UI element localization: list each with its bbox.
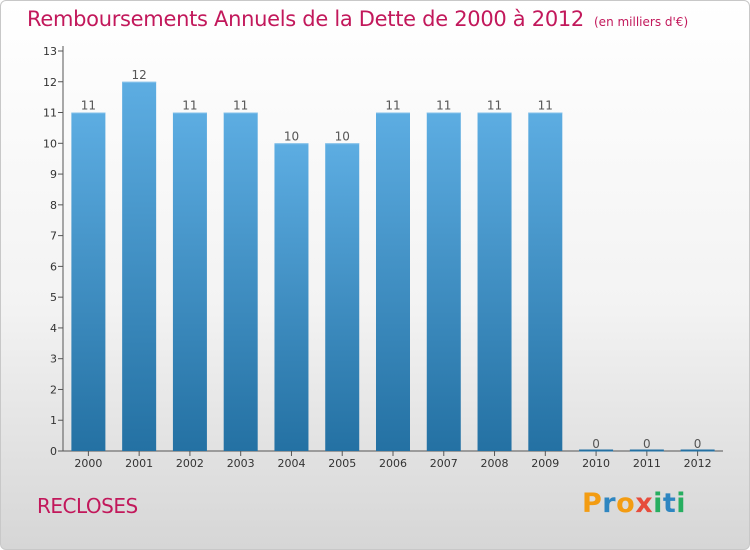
data-label: 11 (233, 99, 248, 113)
y-tick-label: 7 (50, 230, 57, 243)
bar (528, 112, 563, 452)
y-tick-label: 10 (43, 137, 57, 150)
data-label: 12 (132, 68, 147, 82)
x-tick-label: 2007 (430, 457, 458, 470)
data-label: 10 (335, 129, 350, 143)
y-tick-label: 13 (43, 45, 57, 58)
y-tick-label: 9 (50, 168, 57, 181)
logo-letter: i (676, 488, 687, 519)
y-tick-label: 3 (50, 353, 57, 366)
x-tick-label: 2001 (125, 457, 153, 470)
logo-letter: i (653, 488, 663, 519)
x-tick-label: 2004 (277, 457, 305, 470)
data-label: 11 (436, 99, 451, 113)
bar (477, 112, 512, 452)
chart-unit: (en milliers d'€) (594, 15, 689, 29)
y-tick-label: 4 (50, 322, 57, 335)
logo-letter: t (662, 488, 677, 519)
data-label: 11 (487, 99, 502, 113)
logo-letter: r (602, 488, 617, 519)
data-label: 0 (694, 437, 702, 451)
y-tick-label: 12 (43, 76, 57, 89)
x-tick-label: 2008 (481, 457, 509, 470)
logo-letter: o (616, 488, 636, 519)
data-label: 11 (81, 99, 96, 113)
x-tick-label: 2011 (633, 457, 661, 470)
bar (172, 112, 207, 452)
data-label: 0 (592, 437, 600, 451)
bar (274, 143, 309, 452)
bar (426, 112, 461, 452)
x-tick-label: 2012 (684, 457, 712, 470)
chart-title-text: Remboursements Annuels de la Dette de 20… (27, 7, 584, 31)
logo-letter: x (635, 488, 654, 519)
y-tick-label: 1 (50, 414, 57, 427)
y-tick-label: 5 (50, 291, 57, 304)
bar (122, 81, 157, 452)
data-label: 0 (643, 437, 651, 451)
x-tick-label: 2000 (74, 457, 102, 470)
x-tick-label: 2003 (227, 457, 255, 470)
logo-letter: P (582, 488, 603, 519)
bar (325, 143, 360, 452)
x-tick-label: 2006 (379, 457, 407, 470)
data-label: 11 (538, 99, 553, 113)
y-tick-label: 2 (50, 383, 57, 396)
bar (223, 112, 258, 452)
data-label: 11 (385, 99, 400, 113)
y-tick-label: 8 (50, 199, 57, 212)
data-label: 11 (182, 99, 197, 113)
x-tick-label: 2010 (582, 457, 610, 470)
x-tick-label: 2002 (176, 457, 204, 470)
commune-name: RECLOSES (37, 494, 138, 518)
bar (71, 112, 106, 452)
data-label: 10 (284, 129, 299, 143)
x-tick-label: 2009 (531, 457, 559, 470)
y-tick-label: 0 (50, 445, 57, 458)
proxiti-logo[interactable]: Proxiti (582, 488, 686, 519)
bar (376, 112, 410, 452)
y-tick-label: 11 (43, 107, 57, 120)
y-tick-label: 6 (50, 260, 57, 273)
x-tick-label: 2005 (328, 457, 356, 470)
chart-title: Remboursements Annuels de la Dette de 20… (27, 7, 688, 31)
